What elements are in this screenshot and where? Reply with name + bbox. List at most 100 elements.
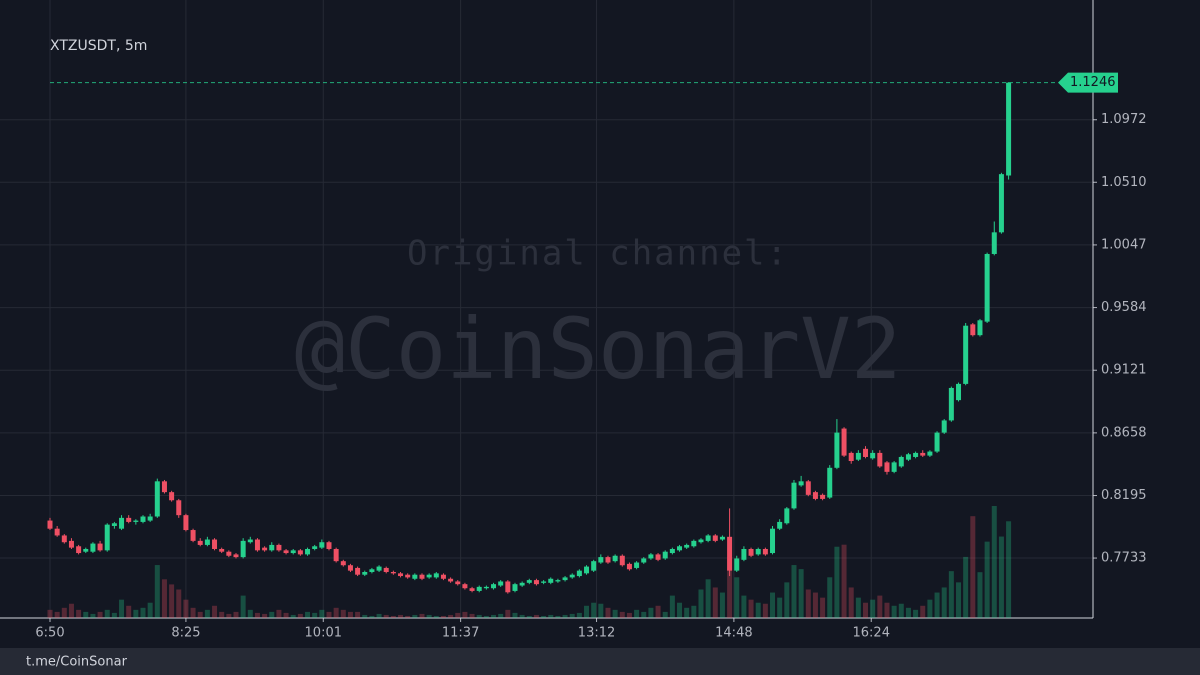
candle-body xyxy=(898,456,904,467)
volume-bar xyxy=(448,614,454,618)
candle-body xyxy=(491,584,497,589)
volume-bar xyxy=(791,565,797,618)
candle-body xyxy=(383,567,389,572)
volume-bar xyxy=(855,597,861,618)
volume-bar xyxy=(684,607,690,618)
volume-bar xyxy=(47,609,53,618)
candle-body xyxy=(605,557,611,563)
volume-bar xyxy=(133,609,139,618)
volume-bar xyxy=(111,612,117,618)
grid xyxy=(0,0,1093,618)
volume-bar xyxy=(483,615,489,618)
y-tick-label: 1.0047 xyxy=(1101,237,1147,252)
x-tick-label: 16:24 xyxy=(853,626,890,641)
candle-body xyxy=(576,570,582,577)
volume-bar xyxy=(140,607,146,618)
candle-body xyxy=(362,571,368,575)
y-tick-label: 0.8658 xyxy=(1101,425,1147,440)
volume-bar xyxy=(333,607,339,618)
x-tick-label: 14:48 xyxy=(715,626,752,641)
volume-bar xyxy=(884,602,890,618)
candle-body xyxy=(956,383,962,401)
volume-bar xyxy=(305,611,311,618)
candle-body xyxy=(719,536,725,540)
x-tick-label: 13:12 xyxy=(578,626,615,641)
volume-bar xyxy=(390,615,396,618)
candle-body xyxy=(541,581,547,583)
volume-bar xyxy=(319,609,325,618)
volume-bar xyxy=(455,612,461,618)
candle-body xyxy=(812,492,818,499)
candle-body xyxy=(197,540,203,545)
volume-bar xyxy=(498,613,504,618)
x-tick-label: 6:50 xyxy=(35,626,64,641)
volume-bar xyxy=(269,611,275,618)
candle-body xyxy=(648,554,654,559)
candle-body xyxy=(219,548,225,552)
candle-body xyxy=(662,551,668,559)
candle-body xyxy=(448,578,454,582)
volume-bar xyxy=(927,599,933,618)
candle-body xyxy=(498,581,504,586)
candle-body xyxy=(398,573,404,577)
candle-body xyxy=(54,528,60,536)
y-tick-label: 0.9121 xyxy=(1101,363,1147,378)
candle-body xyxy=(440,574,446,579)
candle-body xyxy=(519,582,525,586)
volume-bar xyxy=(941,587,947,618)
volume-bar xyxy=(219,611,225,618)
volume-bar xyxy=(197,611,203,618)
last-price-label: 1.1246 xyxy=(1070,75,1116,90)
candle-body xyxy=(76,546,82,554)
volume-bar xyxy=(576,612,582,618)
candle-body xyxy=(533,580,539,585)
candle-body xyxy=(970,324,976,336)
footer-bar xyxy=(0,648,1200,675)
candle-body xyxy=(855,452,861,460)
volume-bar xyxy=(698,589,704,618)
volume-bar xyxy=(619,611,625,618)
candle-body xyxy=(104,524,110,551)
candle-body xyxy=(426,574,432,578)
volume-bar xyxy=(469,613,475,618)
candle-body xyxy=(991,232,997,254)
volume-bar xyxy=(905,607,911,618)
candle-body xyxy=(97,543,103,551)
candle-body xyxy=(161,481,167,493)
candle-body xyxy=(712,535,718,541)
volume-bar xyxy=(605,607,611,618)
volume-bar xyxy=(977,572,983,618)
candle-body xyxy=(126,517,132,522)
candle-body xyxy=(276,544,282,551)
volume-bar xyxy=(276,609,282,618)
candle-body xyxy=(340,561,346,566)
candle-body xyxy=(462,584,468,589)
volume-bar xyxy=(190,607,196,618)
candle-body xyxy=(68,540,74,548)
candle-body xyxy=(569,574,575,578)
candle-body xyxy=(905,454,911,460)
volume-bar xyxy=(634,609,640,618)
candle-body xyxy=(176,500,182,516)
candle-body xyxy=(376,566,382,571)
candle-body xyxy=(390,571,396,574)
candle-body xyxy=(183,515,189,531)
candle-body xyxy=(355,567,361,575)
candle-body xyxy=(941,420,947,433)
volume-bar xyxy=(226,613,232,618)
candle-body xyxy=(591,561,597,571)
x-tick-label: 8:25 xyxy=(171,626,200,641)
volume-bar xyxy=(398,614,404,618)
volume-bar xyxy=(748,599,754,618)
candle-body xyxy=(526,580,532,583)
volume-bar xyxy=(898,603,904,618)
volume-bar xyxy=(254,612,260,618)
candle-body xyxy=(841,428,847,456)
volume-bar xyxy=(376,613,382,618)
volume-bar xyxy=(834,546,840,618)
watermark: Original channel: @CoinSonarV2 xyxy=(295,234,902,398)
x-tick-label: 11:37 xyxy=(442,626,479,641)
candle-body xyxy=(305,548,311,555)
candle-body xyxy=(626,563,632,570)
candle-body xyxy=(90,543,96,552)
